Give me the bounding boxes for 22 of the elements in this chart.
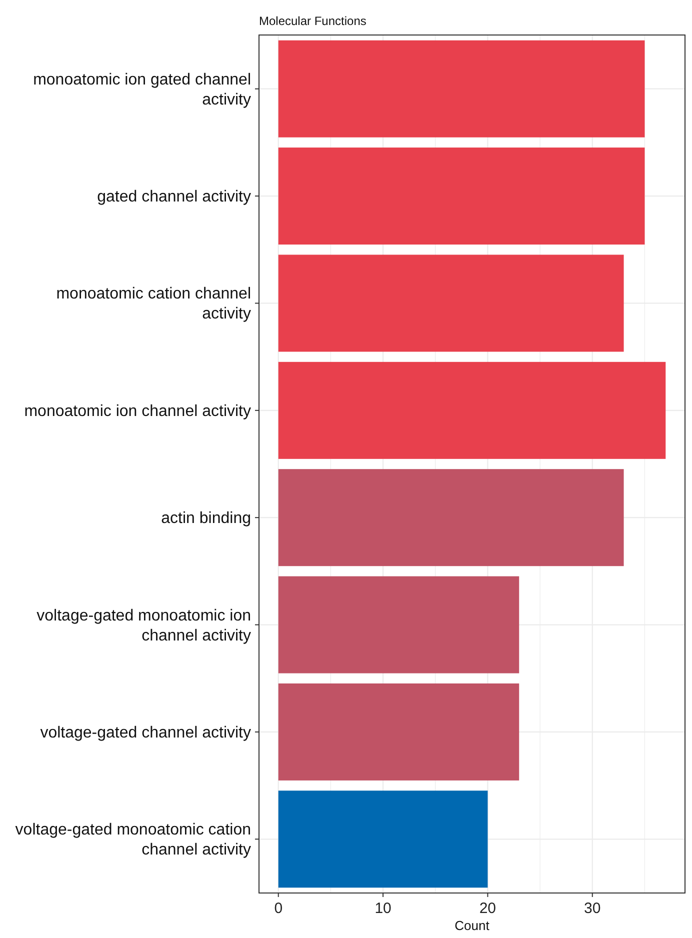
y-tick-label: monoatomic cation channel activity — [56, 286, 251, 323]
y-tick-label: voltage-gated channel activity — [40, 724, 251, 742]
y-tick-label: voltage-gated monoatomic cation channel activity — [15, 822, 251, 859]
bar — [278, 469, 624, 566]
bar — [278, 683, 520, 780]
y-tick-label: voltage-gated monoatomic ion channel activity — [36, 607, 251, 644]
x-tick-label: 20 — [479, 900, 496, 917]
bar — [278, 362, 666, 459]
x-tick-label: 30 — [584, 900, 601, 917]
bar — [278, 576, 520, 674]
y-tick-label: monoatomic ion channel activity — [24, 402, 251, 420]
y-tick-label: monoatomic ion gated channel activity — [33, 71, 251, 108]
chart-title: Molecular Functions — [259, 14, 366, 28]
bar — [278, 148, 645, 245]
x-axis-title: Count — [454, 918, 490, 933]
bar — [278, 254, 624, 352]
y-tick-label: gated channel activity — [97, 188, 251, 206]
y-tick-label: actin binding — [161, 510, 251, 528]
x-tick-label: 10 — [374, 900, 392, 917]
bar — [278, 790, 488, 888]
bar — [278, 40, 645, 138]
x-tick-label: 0 — [274, 900, 283, 917]
